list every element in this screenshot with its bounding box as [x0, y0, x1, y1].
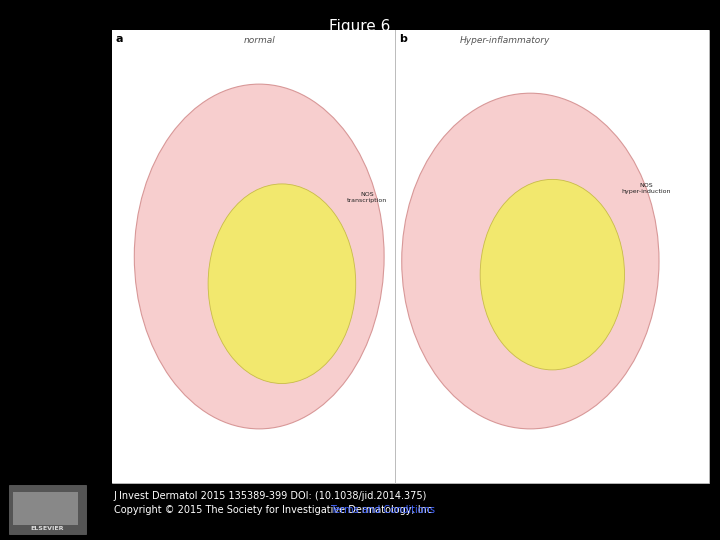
Text: Terms and Conditions: Terms and Conditions: [330, 505, 435, 515]
Text: NOS
transcription: NOS transcription: [347, 192, 387, 203]
Ellipse shape: [208, 184, 356, 383]
Bar: [9, 485, 86, 534]
Ellipse shape: [480, 179, 624, 370]
Bar: [112, 30, 709, 483]
Text: ELSEVIER: ELSEVIER: [31, 526, 64, 531]
Text: J Invest Dermatol 2015 135389-399 DOI: (10.1038/jid.2014.375): J Invest Dermatol 2015 135389-399 DOI: (…: [114, 490, 427, 501]
Text: NOS
hyper-induction: NOS hyper-induction: [621, 183, 671, 194]
Text: normal: normal: [243, 36, 275, 45]
Text: b: b: [399, 34, 407, 44]
Ellipse shape: [402, 93, 659, 429]
Ellipse shape: [135, 84, 384, 429]
Bar: [395, 30, 709, 483]
Text: Figure 6: Figure 6: [329, 19, 391, 34]
Bar: [13, 492, 78, 525]
Text: a: a: [115, 34, 122, 44]
Bar: [112, 30, 395, 483]
Text: Copyright © 2015 The Society for Investigative Dermatology, Inc: Copyright © 2015 The Society for Investi…: [114, 505, 435, 515]
Text: Hyper-inflammatory: Hyper-inflammatory: [460, 36, 551, 45]
